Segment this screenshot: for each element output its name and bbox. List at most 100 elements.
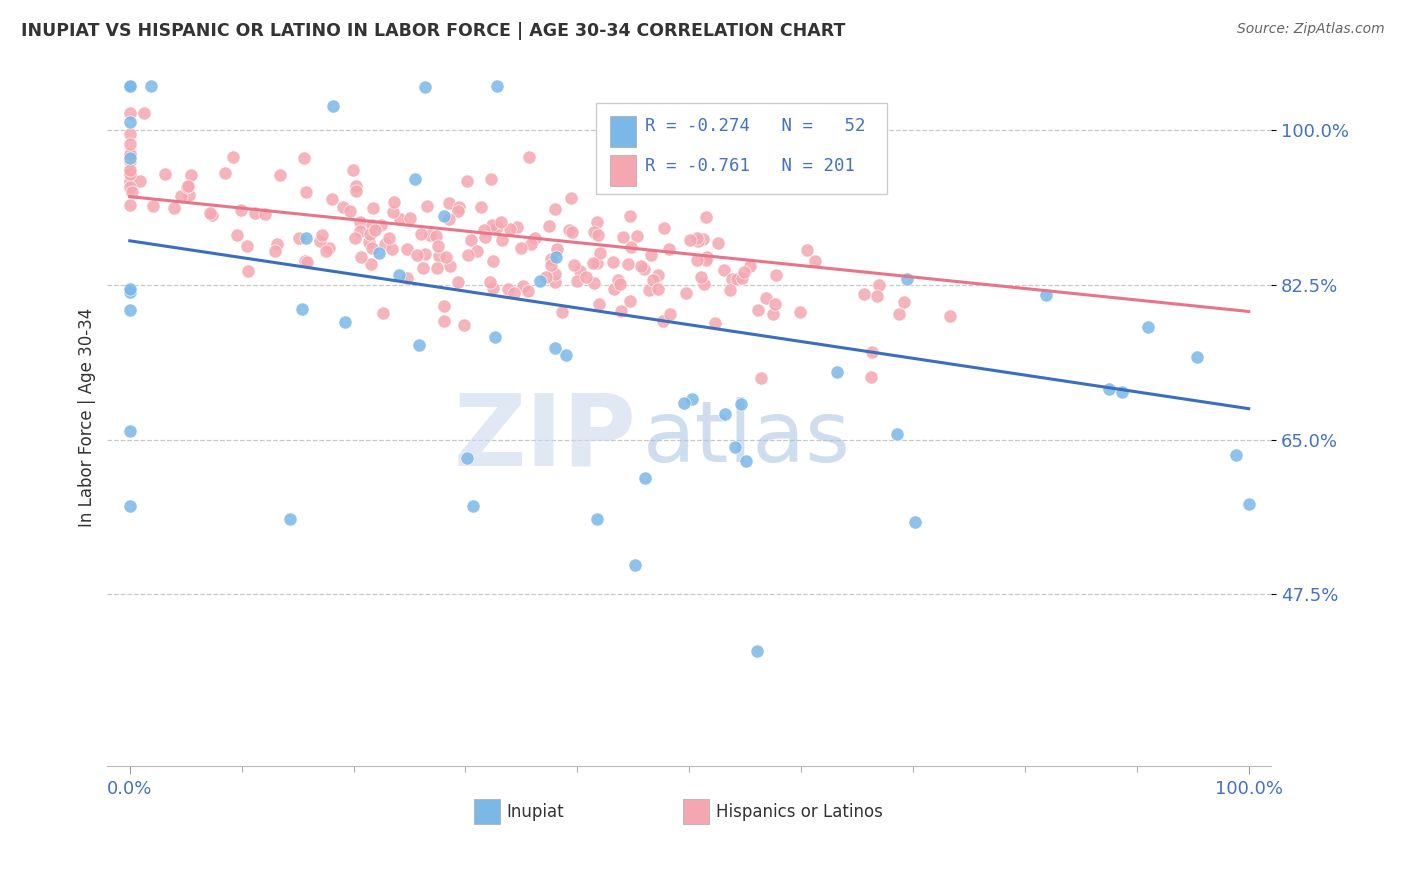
Point <box>692 232 714 246</box>
Point <box>118 127 141 141</box>
Point <box>214 166 236 180</box>
Point <box>479 172 502 186</box>
Point <box>765 268 787 282</box>
Point <box>619 293 641 308</box>
Point <box>1111 384 1133 399</box>
Point <box>139 79 162 94</box>
Point <box>360 218 382 232</box>
Point <box>132 105 155 120</box>
Point <box>447 275 470 289</box>
Point <box>612 230 634 244</box>
Point <box>718 283 741 297</box>
Point <box>142 199 165 213</box>
Point <box>763 297 786 311</box>
Point <box>472 223 495 237</box>
Point <box>1136 319 1159 334</box>
Point <box>253 207 276 221</box>
Point <box>180 168 202 182</box>
Point <box>399 211 422 225</box>
Point <box>118 303 141 318</box>
Point <box>520 237 543 252</box>
Point <box>470 201 492 215</box>
Point <box>426 239 449 253</box>
Point <box>433 313 456 327</box>
Point <box>381 242 404 256</box>
Point <box>387 268 409 282</box>
Point <box>177 187 200 202</box>
Point <box>118 105 141 120</box>
Point <box>264 244 287 258</box>
Point <box>1035 288 1057 302</box>
Point <box>357 235 380 249</box>
Text: atlas: atlas <box>643 397 851 480</box>
Point <box>118 151 141 165</box>
Point <box>118 166 141 180</box>
Point <box>886 427 908 442</box>
Point <box>1237 497 1260 511</box>
Text: Source: ZipAtlas.com: Source: ZipAtlas.com <box>1237 22 1385 37</box>
Point <box>762 307 785 321</box>
Point <box>447 204 470 219</box>
Point <box>523 231 546 245</box>
Point <box>439 196 461 211</box>
Point <box>478 275 501 289</box>
Point <box>278 511 301 525</box>
Point <box>695 253 717 268</box>
Point <box>463 499 485 513</box>
FancyBboxPatch shape <box>610 155 636 186</box>
Point <box>457 248 479 262</box>
Point <box>485 219 508 234</box>
Point <box>938 309 960 323</box>
Point <box>484 330 506 344</box>
Point <box>456 451 478 466</box>
Text: R = -0.761   N = 201: R = -0.761 N = 201 <box>645 157 855 175</box>
Point <box>349 224 371 238</box>
Point <box>222 150 245 164</box>
Point <box>749 370 772 384</box>
Point <box>370 218 392 232</box>
Point <box>596 113 619 128</box>
Point <box>349 250 371 264</box>
Point <box>170 188 193 202</box>
Point <box>560 191 582 205</box>
Point <box>745 644 768 658</box>
Point <box>637 283 659 297</box>
Point <box>583 225 606 239</box>
Point <box>630 260 652 274</box>
Point <box>690 269 713 284</box>
Point <box>721 272 744 286</box>
Point <box>544 250 567 264</box>
Point <box>686 231 709 245</box>
Text: Inupiat: Inupiat <box>506 803 564 821</box>
Point <box>569 264 592 278</box>
Point <box>118 424 141 438</box>
Point <box>225 227 247 242</box>
Point <box>243 206 266 220</box>
Point <box>118 147 141 161</box>
Point <box>852 287 875 301</box>
Point <box>609 304 631 318</box>
Point <box>481 218 503 232</box>
Point <box>118 282 141 296</box>
Point <box>349 215 371 229</box>
Point <box>198 206 221 220</box>
Point <box>453 318 475 332</box>
Point <box>1185 350 1208 364</box>
Point <box>692 277 714 291</box>
Point <box>367 246 389 260</box>
Point <box>456 174 478 188</box>
Point <box>118 79 141 94</box>
Point <box>434 250 457 264</box>
Point <box>374 237 396 252</box>
Point <box>1098 382 1121 396</box>
Point <box>529 274 551 288</box>
Point <box>425 228 447 243</box>
Point <box>540 252 562 267</box>
Point <box>118 136 141 151</box>
Point <box>482 281 505 295</box>
Point <box>118 198 141 212</box>
Point <box>121 185 143 199</box>
Point <box>619 209 641 223</box>
Point <box>406 248 429 262</box>
Point <box>437 212 460 227</box>
